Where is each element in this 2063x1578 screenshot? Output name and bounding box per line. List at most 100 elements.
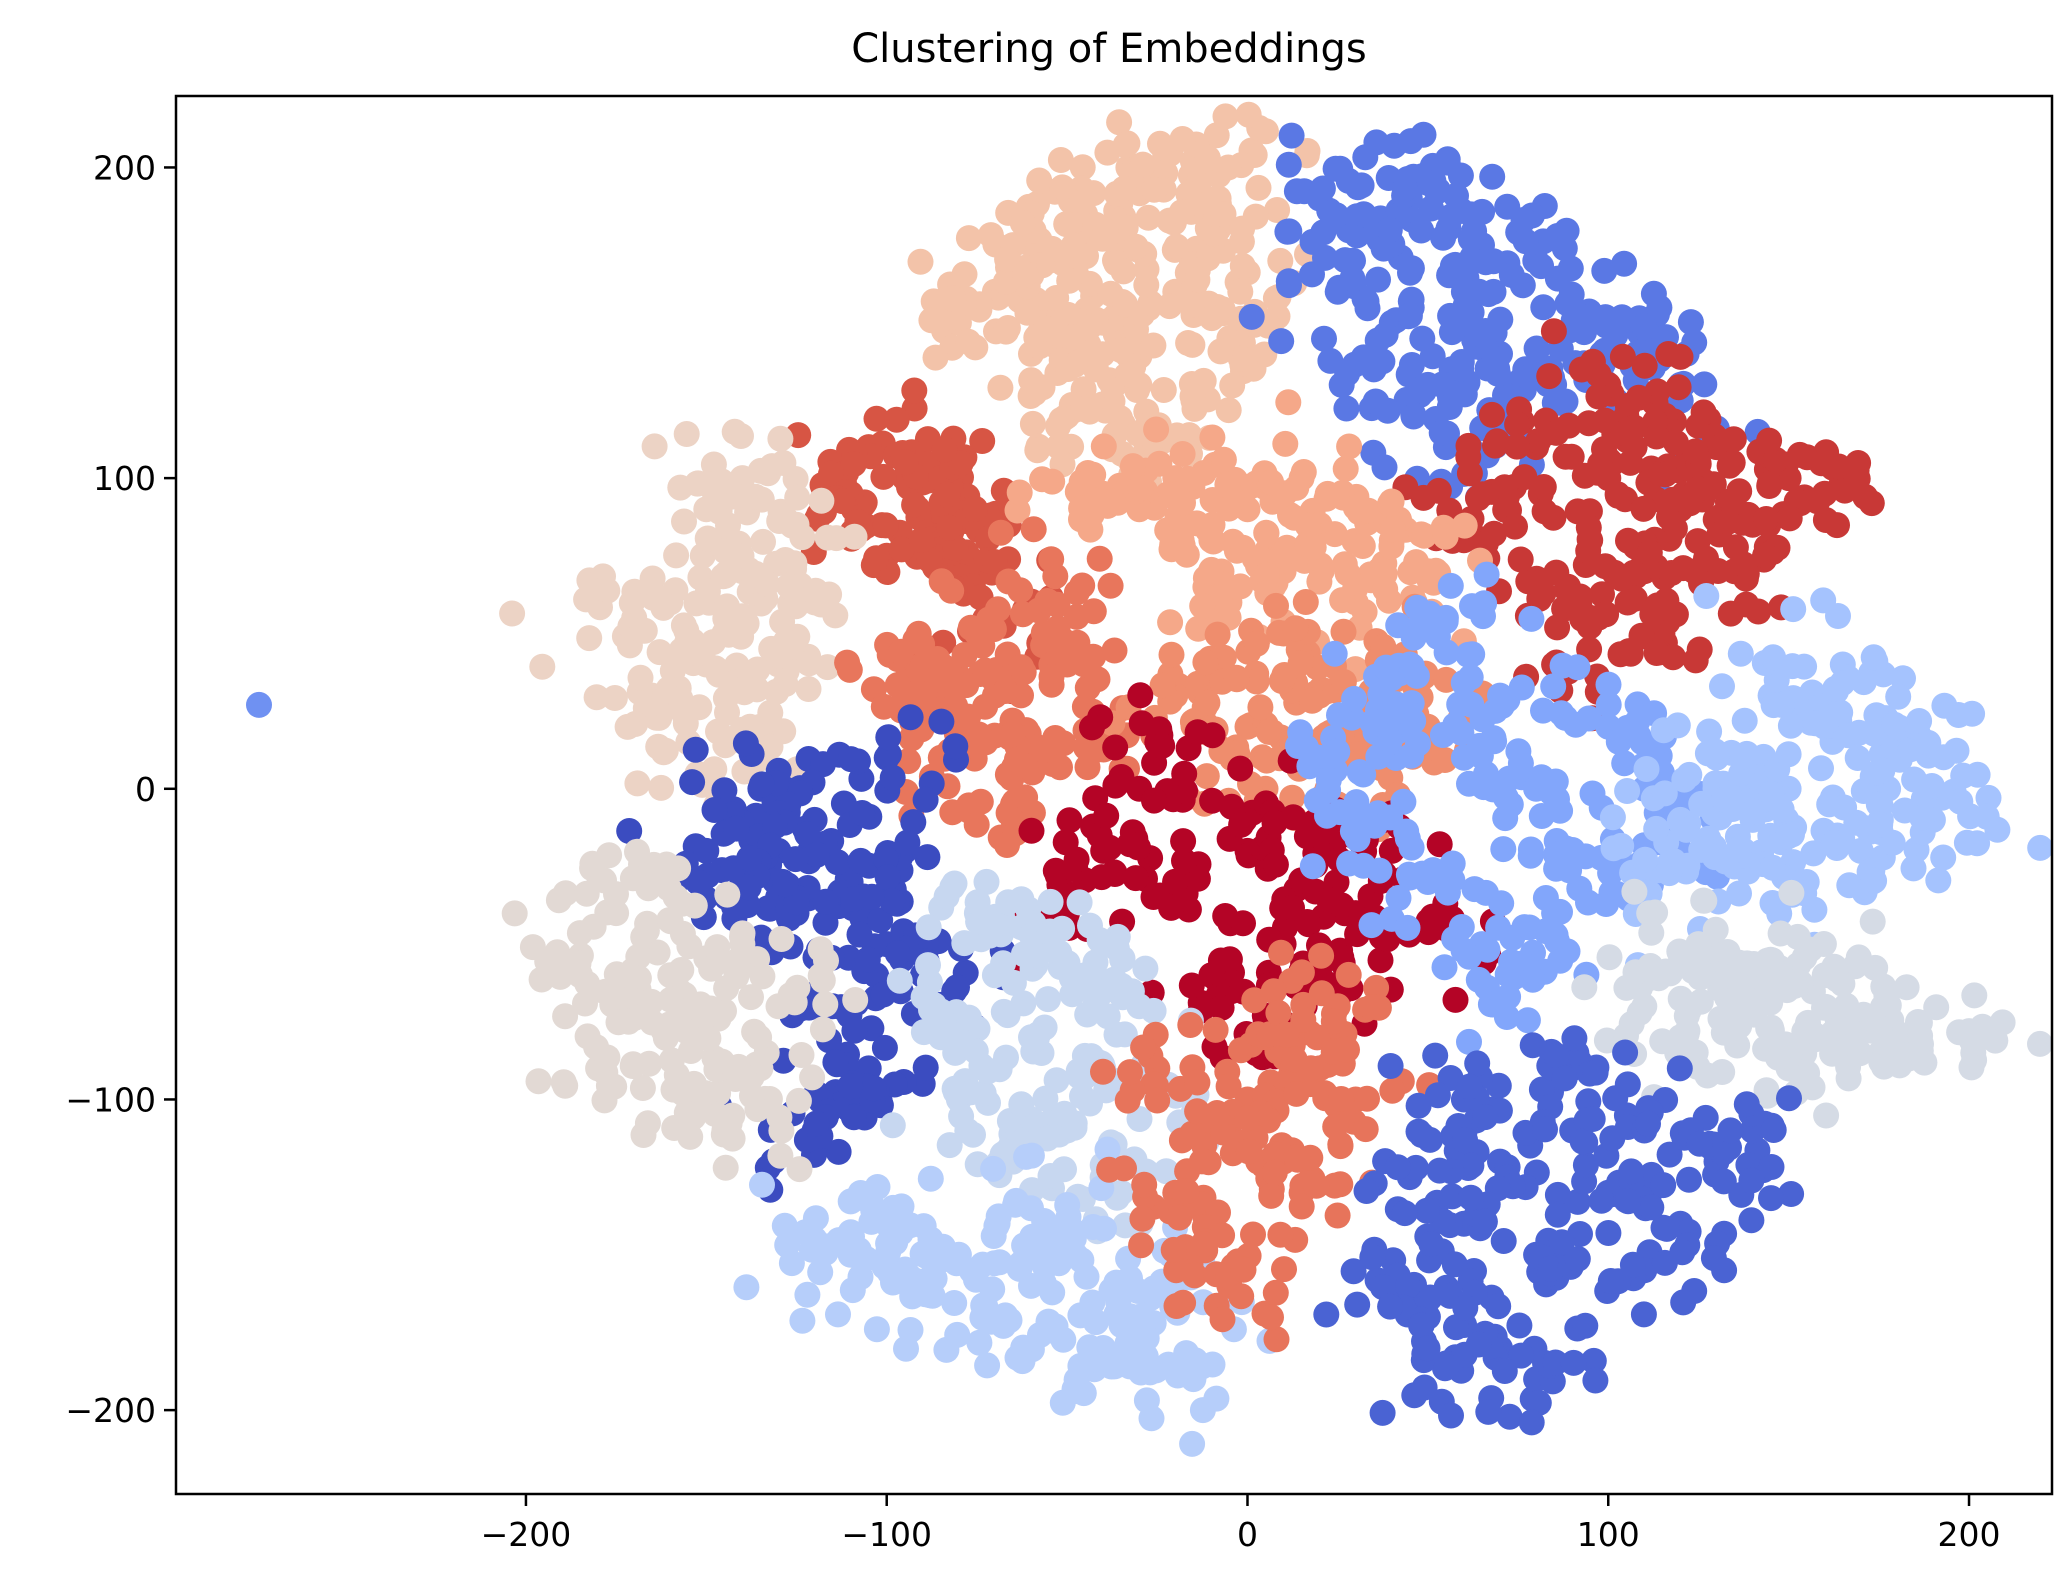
data-point	[739, 1082, 765, 1109]
data-point	[1875, 1031, 1902, 1058]
data-point	[1643, 640, 1670, 666]
data-point	[1184, 1098, 1211, 1125]
data-point	[948, 1103, 975, 1130]
data-point	[1452, 1294, 1479, 1321]
data-point	[1682, 949, 1709, 976]
data-point	[1320, 1008, 1347, 1035]
data-point	[1450, 937, 1477, 964]
data-point	[1035, 986, 1061, 1013]
data-point	[1820, 1019, 1847, 1046]
data-point	[1575, 514, 1602, 541]
data-point	[772, 871, 799, 898]
data-point	[1181, 1262, 1208, 1289]
data-point	[1184, 719, 1211, 746]
data-point	[816, 581, 843, 608]
data-point	[1584, 459, 1611, 486]
data-point	[1116, 831, 1143, 858]
data-point	[1629, 729, 1656, 756]
data-point	[987, 374, 1014, 401]
data-point	[767, 1142, 794, 1169]
data-point	[1544, 1201, 1571, 1228]
data-point	[1179, 291, 1206, 318]
data-point	[1073, 734, 1100, 761]
data-point	[1540, 504, 1567, 531]
data-point	[653, 851, 680, 878]
data-point	[1344, 1291, 1371, 1318]
data-point	[1611, 250, 1638, 277]
data-point	[875, 1239, 902, 1265]
data-point	[1063, 1378, 1090, 1405]
data-point	[1687, 988, 1714, 1015]
data-point	[1074, 754, 1101, 781]
data-point	[1012, 784, 1039, 811]
data-point	[1791, 944, 1818, 971]
data-point	[1209, 1306, 1236, 1333]
data-point	[1024, 437, 1051, 464]
data-point	[646, 639, 673, 666]
data-point	[1614, 778, 1641, 804]
data-point	[1344, 174, 1371, 201]
data-point	[1778, 1181, 1805, 1207]
data-point	[1308, 980, 1335, 1007]
data-point	[1548, 1229, 1575, 1256]
data-point	[934, 481, 961, 508]
data-point	[1717, 600, 1744, 627]
data-point	[1190, 1231, 1217, 1258]
data-point	[1189, 593, 1216, 619]
data-point	[977, 222, 1004, 249]
data-point	[1207, 338, 1234, 365]
data-point	[1199, 1351, 1226, 1378]
data-point	[1918, 773, 1945, 799]
data-point	[719, 1125, 746, 1152]
data-point	[1326, 702, 1352, 729]
data-point	[757, 699, 784, 726]
data-point	[1595, 1220, 1622, 1246]
data-point	[1265, 999, 1292, 1026]
data-point	[1461, 248, 1487, 275]
data-point	[1663, 429, 1689, 456]
data-point	[1630, 495, 1657, 522]
data-point	[1428, 419, 1455, 446]
data-point	[1712, 848, 1739, 875]
data-point	[1228, 1283, 1255, 1310]
data-point	[995, 889, 1022, 916]
data-point	[1566, 593, 1593, 620]
data-point	[1670, 1289, 1697, 1316]
data-point	[1275, 389, 1302, 416]
data-point	[1070, 651, 1097, 678]
data-point	[1549, 652, 1576, 679]
data-point	[931, 1246, 957, 1273]
data-point	[1192, 649, 1219, 676]
data-point	[1618, 1158, 1645, 1185]
data-point	[572, 990, 598, 1017]
data-point	[1281, 1046, 1308, 1073]
data-point	[1330, 618, 1357, 645]
data-point	[1394, 914, 1421, 941]
data-point	[1650, 717, 1677, 744]
data-point	[842, 987, 869, 1013]
data-point	[1340, 1258, 1367, 1285]
data-point	[807, 1259, 834, 1286]
data-point	[1396, 302, 1423, 329]
data-point	[601, 685, 628, 711]
data-point	[823, 525, 850, 552]
data-point	[1544, 265, 1571, 292]
data-point	[1542, 1349, 1569, 1376]
data-point	[1635, 1110, 1661, 1137]
data-point	[1776, 505, 1803, 532]
data-point	[1548, 700, 1575, 727]
data-point	[701, 756, 728, 783]
data-point	[501, 900, 528, 927]
data-point	[897, 1317, 924, 1343]
data-point	[1456, 1073, 1483, 1100]
data-point	[1677, 309, 1704, 336]
data-point	[1599, 804, 1626, 831]
data-point	[1431, 747, 1458, 773]
data-point	[1540, 318, 1567, 345]
data-point	[1010, 990, 1037, 1017]
data-point	[583, 684, 610, 711]
data-point	[1752, 542, 1779, 569]
data-point	[1608, 565, 1635, 592]
data-point	[1456, 460, 1483, 487]
data-point	[1640, 280, 1667, 307]
